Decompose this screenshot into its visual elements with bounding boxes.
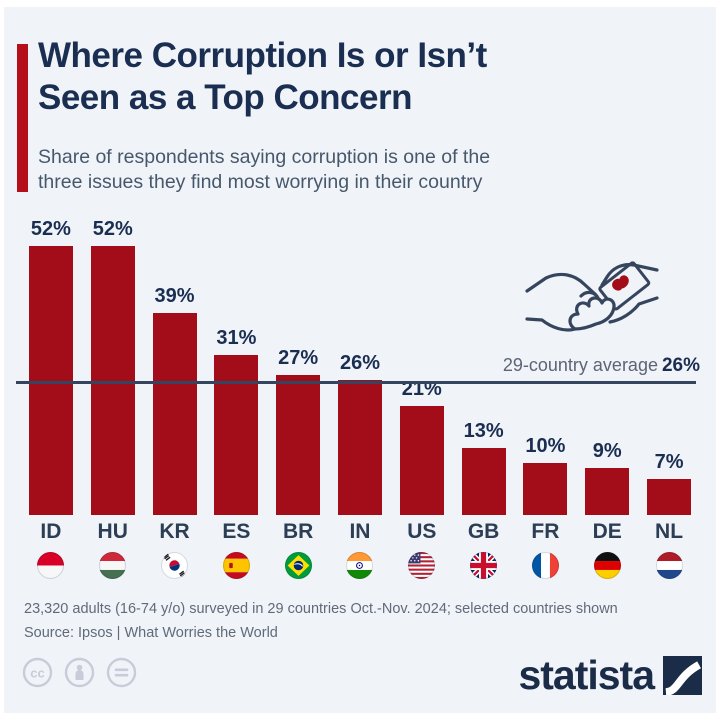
chart-column-id: 52% ID <box>20 211 82 579</box>
subtitle-line-1: Share of respondents saying corruption i… <box>38 146 491 168</box>
infographic-canvas: Where Corruption Is or Isn’t Seen as a T… <box>4 7 716 713</box>
chart-column-fr: 10% FR <box>515 211 577 579</box>
bar-id[interactable] <box>28 246 73 515</box>
bar-hu[interactable] <box>90 246 135 515</box>
flag-icon-united-states <box>408 545 436 579</box>
bar-br[interactable] <box>276 375 321 515</box>
bar-gb[interactable] <box>461 448 506 515</box>
average-line <box>16 381 696 384</box>
bar-chart: 52% ID 52% HU 39% KR 31% ES 27% BR 26% IN 21% US 13% GB… <box>20 211 700 579</box>
flag-icon-brazil <box>284 545 312 579</box>
country-code-label: NL <box>655 520 684 543</box>
statista-wordmark: statista <box>518 652 655 698</box>
title-accent-bar <box>17 44 28 192</box>
survey-note: 23,320 adults (16-74 y/o) surveyed in 29… <box>24 601 618 617</box>
chart-column-de: 9% DE <box>576 211 638 579</box>
country-code-label: GB <box>467 520 500 543</box>
bar-value-label: 52% <box>92 218 133 240</box>
page-title: Where Corruption Is or Isn’t Seen as a T… <box>38 35 487 119</box>
svg-text:cc: cc <box>30 666 44 681</box>
statista-branding[interactable]: statista <box>518 655 702 696</box>
bar-value-label: 31% <box>216 327 257 349</box>
cc-icon[interactable]: cc <box>22 657 53 688</box>
chart-column-in: 26% IN <box>329 211 391 579</box>
country-code-label: DE <box>592 520 622 543</box>
statista-logo-icon <box>663 656 702 695</box>
bar-value-label: 39% <box>154 285 195 307</box>
bar-nl[interactable] <box>647 479 692 515</box>
flag-icon-spain <box>222 545 250 579</box>
bar-value-label: 52% <box>30 218 71 240</box>
chart-column-nl: 7% NL <box>638 211 700 579</box>
bar-value-label: 13% <box>463 420 504 442</box>
chart-column-gb: 13% GB <box>453 211 515 579</box>
country-code-label: ID <box>40 520 62 543</box>
page-subtitle: Share of respondents saying corruption i… <box>38 145 490 196</box>
chart-column-us: 21% US <box>391 211 453 579</box>
bar-de[interactable] <box>585 468 630 515</box>
flag-icon-netherlands <box>655 545 683 579</box>
country-code-label: KR <box>159 520 190 543</box>
flag-icon-france <box>531 545 559 579</box>
average-value: 26% <box>661 355 700 376</box>
source-line: Source: Ipsos | What Worries the World <box>24 625 278 641</box>
flag-icon-hungary <box>99 545 127 579</box>
bar-in[interactable] <box>337 380 382 515</box>
attribution-person-icon[interactable] <box>64 657 95 688</box>
bar-value-label: 9% <box>592 440 622 462</box>
title-line-1: Where Corruption Is or Isn’t <box>38 36 487 75</box>
chart-column-br: 27% BR <box>267 211 329 579</box>
bar-us[interactable] <box>399 406 444 515</box>
bar-value-label: 27% <box>278 347 319 369</box>
flag-icon-united-kingdom <box>470 545 498 579</box>
country-code-label: FR <box>531 520 560 543</box>
chart-column-kr: 39% KR <box>144 211 206 579</box>
country-code-label: BR <box>282 520 314 543</box>
bar-es[interactable] <box>214 355 259 515</box>
flag-icon-south-korea <box>161 545 189 579</box>
subtitle-line-2: three issues they find most worrying in … <box>38 171 483 194</box>
chart-column-es: 31% ES <box>205 211 267 579</box>
flag-icon-indonesia <box>37 545 65 579</box>
bar-value-label: 10% <box>525 435 566 457</box>
bar-kr[interactable] <box>152 313 197 515</box>
bar-value-label: 26% <box>339 352 380 374</box>
average-label: 29-country average 26% <box>503 355 700 377</box>
flag-icon-india <box>346 545 374 579</box>
bar-value-label: 7% <box>654 451 684 473</box>
handshake-bribe-icon <box>525 261 659 332</box>
title-line-2: Seen as a Top Concern <box>38 78 412 117</box>
chart-column-hu: 52% HU <box>82 211 144 579</box>
country-code-label: US <box>407 520 437 543</box>
equals-icon[interactable] <box>106 657 137 688</box>
country-code-label: HU <box>97 520 128 543</box>
cc-license-icons: cc <box>22 657 137 688</box>
flag-icon-germany <box>593 545 621 579</box>
bar-value-label: 21% <box>401 378 442 400</box>
average-label-text: 29-country average <box>502 355 658 375</box>
country-code-label: IN <box>349 520 371 543</box>
country-code-label: ES <box>222 520 251 543</box>
bar-fr[interactable] <box>523 463 568 515</box>
